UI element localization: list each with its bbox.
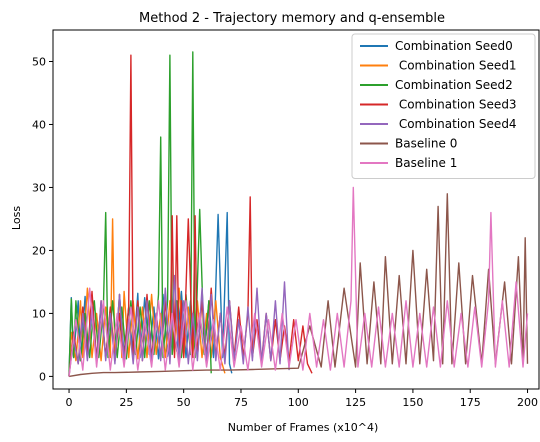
y-tick-label: 30 bbox=[32, 181, 46, 194]
legend-label: Combination Seed3 bbox=[395, 98, 517, 112]
y-axis-label: Loss bbox=[10, 206, 23, 230]
x-tick-label: 200 bbox=[517, 396, 538, 409]
y-tick-label: 50 bbox=[32, 55, 46, 68]
x-tick-label: 0 bbox=[66, 396, 73, 409]
plot-frame bbox=[52, 29, 540, 390]
x-tick-label: 75 bbox=[234, 396, 248, 409]
legend: Combination Seed0 Combination Seed1 Combi… bbox=[351, 33, 536, 179]
y-tick-label: 20 bbox=[32, 244, 46, 257]
x-tick-label: 125 bbox=[345, 396, 366, 409]
legend-label: Combination Seed4 bbox=[395, 117, 517, 131]
legend-label: Combination Seed1 bbox=[395, 59, 517, 73]
axes: 0 25 50 75 100 125 150 175 200 0 10 20 30 40 50 bbox=[32, 29, 540, 409]
series-line-6 bbox=[68, 186, 529, 377]
legend-label: Baseline 1 bbox=[395, 156, 457, 170]
chart-title: Method 2 - Trajectory memory and q-ensem… bbox=[139, 11, 445, 26]
y-tick-label: 10 bbox=[32, 307, 46, 320]
x-tick-label: 175 bbox=[460, 396, 481, 409]
legend-label: Baseline 0 bbox=[395, 137, 457, 151]
legend-box bbox=[351, 33, 536, 179]
y-tick-label: 40 bbox=[32, 118, 46, 131]
x-tick-label: 50 bbox=[177, 396, 191, 409]
y-tick-label: 0 bbox=[39, 370, 46, 383]
x-tick-label: 100 bbox=[288, 396, 309, 409]
legend-label: Combination Seed0 bbox=[395, 39, 513, 53]
x-tick-label: 25 bbox=[119, 396, 133, 409]
x-tick-label: 150 bbox=[402, 396, 423, 409]
legend-label: Combination Seed2 bbox=[395, 78, 513, 92]
x-axis-label: Number of Frames (x10^4) bbox=[228, 421, 379, 434]
series-line-5 bbox=[68, 193, 529, 378]
plot-area bbox=[68, 51, 529, 378]
